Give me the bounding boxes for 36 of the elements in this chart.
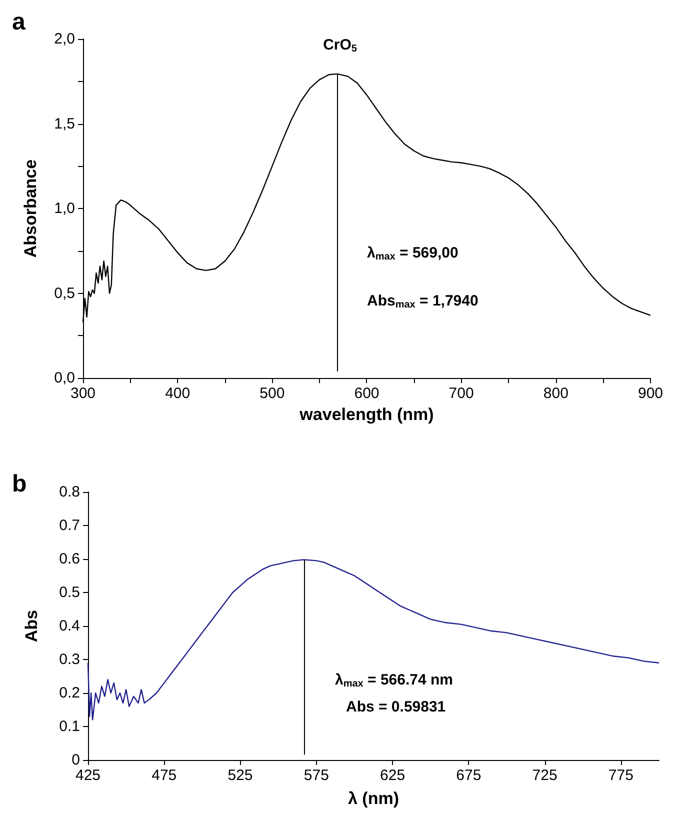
y-tick-label: 0.7: [59, 517, 80, 534]
x-tick-label: 725: [532, 767, 558, 784]
x-tick-label: 600: [354, 385, 380, 402]
x-tick-label: 900: [638, 385, 663, 402]
x-tick-label: 775: [608, 767, 634, 784]
y-tick-label: 0.2: [59, 684, 80, 702]
y-tick-label: 2,0: [54, 30, 75, 48]
annotation: Abs = 0.59831: [346, 698, 446, 716]
y-axis-title: Absorbance: [21, 159, 40, 258]
x-tick-label: 475: [152, 767, 177, 784]
y-tick-label: 0.5: [59, 584, 80, 601]
y-tick-label: 0,5: [54, 284, 75, 302]
text: a: [12, 8, 26, 36]
y-tick-label: 0.8: [59, 484, 80, 500]
x-axis-title: λ (nm): [348, 789, 399, 808]
y-tick-label: 0.6: [59, 550, 80, 568]
x-tick-label: 400: [165, 385, 190, 402]
y-tick-label: 0,0: [54, 370, 75, 387]
y-tick-label: 0.1: [59, 718, 80, 735]
x-tick-label: 575: [304, 767, 329, 784]
x-tick-label: 675: [456, 767, 482, 784]
y-tick-label: 0.3: [59, 651, 80, 668]
x-tick-label: 425: [75, 767, 101, 784]
y-tick-label: 0: [72, 752, 80, 768]
text: b: [12, 470, 27, 498]
x-tick-label: 800: [543, 385, 568, 402]
y-axis-title: Abs: [22, 610, 41, 642]
y-tick-label: 1,5: [54, 115, 75, 132]
x-tick-label: 500: [260, 385, 285, 402]
x-axis-title: wavelength (nm): [298, 405, 434, 424]
x-tick-label: 700: [448, 385, 474, 402]
x-tick-label: 625: [380, 767, 406, 784]
y-tick-label: 1,0: [54, 200, 75, 218]
x-tick-label: 525: [228, 767, 253, 784]
x-tick-label: 300: [70, 385, 96, 402]
y-tick-label: 0.4: [59, 618, 80, 634]
